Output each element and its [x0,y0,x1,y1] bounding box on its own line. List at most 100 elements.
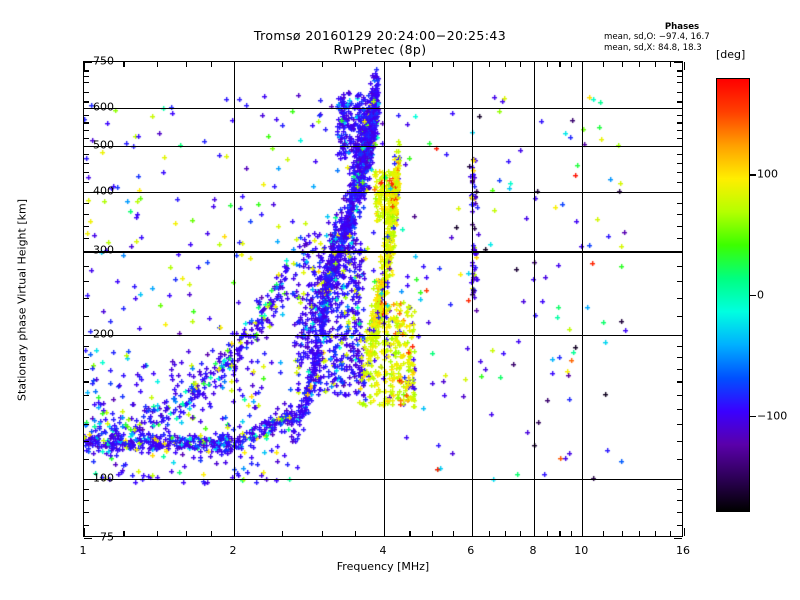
y-axis-tick [677,315,682,317]
x-axis-tick [321,531,323,536]
phase-stats-o-mode: mean, sd,O: −97.4, 16.7 [604,32,710,43]
x-axis-tick [123,62,125,67]
colorbar-tick [750,415,756,417]
y-axis-tick-label: 75 [100,530,114,544]
colorbar-tick-label: −100 [757,409,788,423]
x-axis-tick [211,531,213,536]
y-axis-tick [677,163,682,165]
x-axis-tick [505,531,507,536]
figure-title-line1: Tromsø 20160129 20:24:00−20:25:43 [253,28,507,43]
gridline-horizontal [84,145,682,147]
y-axis-tick [677,137,682,139]
x-axis-tick [156,531,158,536]
y-axis-tick [84,368,89,371]
y-axis-tick [84,76,89,78]
y-axis-tick [677,76,682,78]
x-axis-tick [571,531,573,536]
y-axis-tick-label: 100 [93,471,114,485]
y-axis-tick [84,154,89,156]
x-axis-tick [234,62,236,70]
phase-statistics-box: Phases mean, sd,O: −97.4, 16.7 mean, sd,… [596,22,776,53]
x-axis-tick [602,62,605,67]
x-axis-tick [282,62,284,67]
colorbar-tick [750,174,756,176]
x-axis-tick [84,528,86,536]
y-axis-tick [84,538,92,540]
y-axis-tick [677,238,682,240]
y-axis-tick-label: 400 [93,184,114,198]
y-axis-tick [84,265,89,267]
y-axis-tick [674,145,682,147]
y-axis-tick [677,91,682,93]
x-axis-tick-label: 8 [529,544,537,557]
x-axis-tick [670,531,672,536]
y-axis-tick [84,524,89,526]
phase-stats-header: Phases [664,22,700,32]
colorbar [716,78,750,512]
y-axis-tick [677,408,682,411]
colorbar-tick-label: 100 [757,167,778,181]
x-axis-tick [571,62,573,67]
y-axis-tick [84,408,89,411]
x-axis-tick [582,528,584,536]
colorbar-unit-label: [deg] [716,48,746,61]
gridline-horizontal [84,191,682,194]
y-axis-tick [84,440,89,443]
y-axis-tick [84,145,92,147]
x-axis-tick [582,62,584,70]
y-axis-tick [84,137,89,139]
y-axis-tick [677,225,682,227]
y-axis-tick [84,181,89,184]
y-axis-tick [84,101,89,103]
y-axis-tick [677,381,682,383]
x-axis-tick [621,531,623,536]
y-axis-tick [84,281,89,283]
gridline-horizontal [84,478,682,480]
colorbar-tick-label: 0 [757,288,764,302]
scatter-layer [84,62,682,536]
y-axis-tick [84,202,89,204]
figure-title-line2: RwPretec (8p) [333,42,427,57]
y-axis-tick [84,381,89,383]
y-axis-tick-label: 300 [93,243,114,257]
x-axis-tick [156,62,158,67]
gridline-horizontal [84,335,682,337]
x-axis-tick [670,62,672,67]
x-axis-tick [84,62,86,70]
y-axis-tick-label: 600 [93,100,114,114]
x-axis-tick [684,62,686,70]
x-axis-tick [655,531,657,536]
y-axis-tick [677,297,682,299]
y-axis-tick [84,122,89,124]
x-axis-tick [282,531,284,536]
y-axis-tick-label: 200 [93,327,114,341]
y-axis-tick [677,129,682,132]
y-axis-tick [674,251,682,253]
y-axis-tick [677,172,682,174]
y-axis-tick [677,265,682,267]
y-axis-tick [677,82,682,84]
y-axis-tick [84,213,89,215]
scatter-points-canvas [84,62,682,536]
x-axis-tick [234,528,236,536]
x-axis-tick [432,62,434,67]
x-axis-tick [384,528,386,536]
y-axis-tick [677,281,682,283]
gridline-vertical [471,62,473,536]
y-axis-tick [84,512,89,514]
gridline-vertical [582,62,584,536]
y-axis-tick [677,122,682,124]
y-axis-tick [677,394,682,396]
x-axis-tick [684,528,686,536]
y-axis-tick [84,315,89,317]
x-axis-tick [505,62,507,67]
y-axis-tick [677,213,682,215]
y-axis-tick [674,478,682,480]
y-axis-tick [84,489,89,491]
y-axis-tick [84,225,89,227]
x-axis-tick [452,62,455,67]
x-axis-tick [547,62,549,67]
y-axis-tick [677,70,682,72]
y-axis-tick [674,191,682,194]
